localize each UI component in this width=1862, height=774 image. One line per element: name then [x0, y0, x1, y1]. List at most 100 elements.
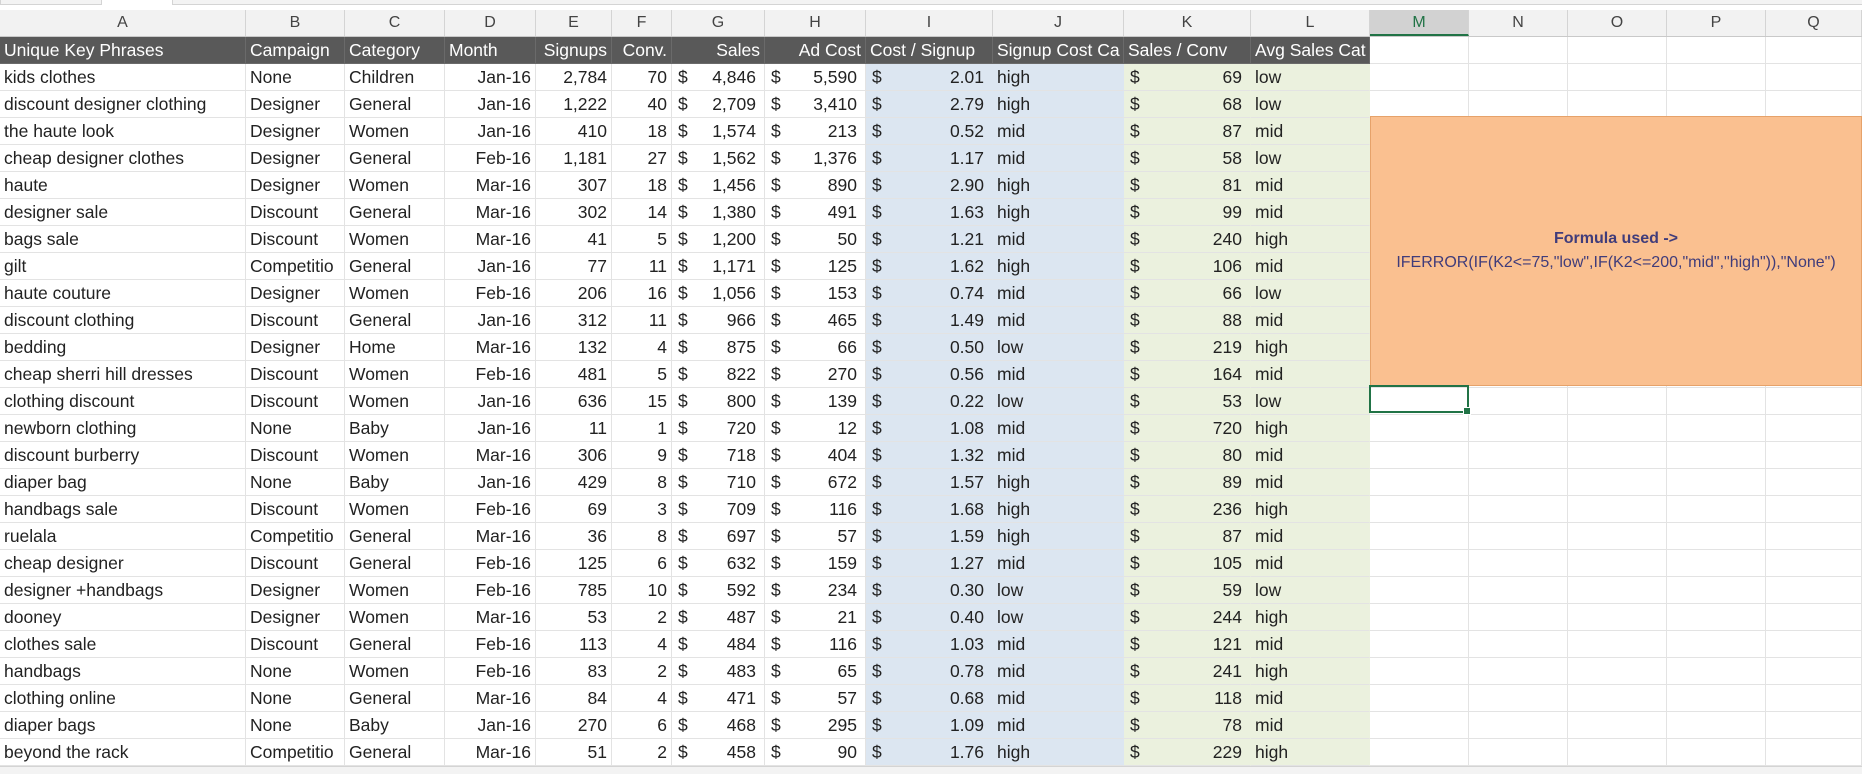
currency-cell[interactable]: $0.78: [866, 658, 993, 685]
empty-cell[interactable]: [1766, 631, 1862, 658]
currency-cell[interactable]: $404: [765, 442, 866, 469]
data-cell[interactable]: 132: [536, 334, 612, 361]
currency-cell[interactable]: $1.68: [866, 496, 993, 523]
data-cell[interactable]: 636: [536, 388, 612, 415]
empty-cell[interactable]: [1370, 37, 1469, 64]
data-cell[interactable]: 2,784: [536, 64, 612, 91]
data-cell[interactable]: General: [345, 145, 445, 172]
data-cell[interactable]: Baby: [345, 712, 445, 739]
data-cell[interactable]: discount burberry: [0, 442, 246, 469]
currency-cell[interactable]: $0.40: [866, 604, 993, 631]
currency-cell[interactable]: $21: [765, 604, 866, 631]
data-cell[interactable]: Mar-16: [445, 604, 536, 631]
empty-cell[interactable]: [1469, 550, 1568, 577]
data-cell[interactable]: Mar-16: [445, 523, 536, 550]
empty-cell[interactable]: [1568, 577, 1667, 604]
data-cell[interactable]: low: [1251, 388, 1370, 415]
data-cell[interactable]: Discount: [246, 442, 345, 469]
currency-cell[interactable]: $458: [672, 739, 765, 766]
currency-cell[interactable]: $1.27: [866, 550, 993, 577]
data-cell[interactable]: Jan-16: [445, 64, 536, 91]
empty-cell[interactable]: [1568, 496, 1667, 523]
empty-cell[interactable]: [1568, 550, 1667, 577]
data-cell[interactable]: Discount: [246, 631, 345, 658]
empty-cell[interactable]: [1568, 604, 1667, 631]
data-cell[interactable]: high: [1251, 334, 1370, 361]
column-header-n[interactable]: N: [1469, 10, 1568, 36]
column-header-k[interactable]: K: [1124, 10, 1251, 36]
currency-cell[interactable]: $710: [672, 469, 765, 496]
data-cell[interactable]: 51: [536, 739, 612, 766]
empty-cell[interactable]: [1667, 37, 1766, 64]
data-cell[interactable]: 312: [536, 307, 612, 334]
data-cell[interactable]: haute couture: [0, 280, 246, 307]
empty-cell[interactable]: [1766, 523, 1862, 550]
column-header-j[interactable]: J: [993, 10, 1124, 36]
empty-cell[interactable]: [1568, 469, 1667, 496]
currency-cell[interactable]: $0.50: [866, 334, 993, 361]
data-cell[interactable]: Jan-16: [445, 91, 536, 118]
column-header-p[interactable]: P: [1667, 10, 1766, 36]
header-cell[interactable]: Signups: [536, 37, 612, 64]
data-cell[interactable]: ruelala: [0, 523, 246, 550]
empty-cell[interactable]: [1469, 496, 1568, 523]
currency-cell[interactable]: $105: [1124, 550, 1251, 577]
empty-cell[interactable]: [1766, 604, 1862, 631]
data-cell[interactable]: 15: [612, 388, 672, 415]
data-cell[interactable]: Feb-16: [445, 145, 536, 172]
data-cell[interactable]: 11: [612, 253, 672, 280]
column-header-e[interactable]: E: [536, 10, 612, 36]
empty-cell[interactable]: [1568, 388, 1667, 415]
currency-cell[interactable]: $65: [765, 658, 866, 685]
column-header-c[interactable]: C: [345, 10, 445, 36]
currency-cell[interactable]: $720: [1124, 415, 1251, 442]
data-cell[interactable]: 2: [612, 604, 672, 631]
empty-cell[interactable]: [1766, 37, 1862, 64]
data-cell[interactable]: cheap sherri hill dresses: [0, 361, 246, 388]
data-cell[interactable]: low: [1251, 64, 1370, 91]
empty-cell[interactable]: [1370, 712, 1469, 739]
selected-cell-cursor[interactable]: [1369, 385, 1471, 415]
empty-cell[interactable]: [1469, 91, 1568, 118]
currency-cell[interactable]: $234: [765, 577, 866, 604]
data-cell[interactable]: Designer: [246, 334, 345, 361]
empty-cell[interactable]: [1469, 388, 1568, 415]
header-cell[interactable]: Signup Cost Ca: [993, 37, 1124, 64]
data-cell[interactable]: high: [993, 91, 1124, 118]
data-cell[interactable]: Women: [345, 658, 445, 685]
data-cell[interactable]: General: [345, 523, 445, 550]
data-cell[interactable]: Women: [345, 388, 445, 415]
data-cell[interactable]: mid: [1251, 307, 1370, 334]
data-cell[interactable]: General: [345, 550, 445, 577]
data-cell[interactable]: Discount: [246, 199, 345, 226]
currency-cell[interactable]: $66: [765, 334, 866, 361]
currency-cell[interactable]: $57: [765, 685, 866, 712]
currency-cell[interactable]: $484: [672, 631, 765, 658]
data-cell[interactable]: General: [345, 631, 445, 658]
data-cell[interactable]: mid: [993, 145, 1124, 172]
currency-cell[interactable]: $241: [1124, 658, 1251, 685]
currency-cell[interactable]: $487: [672, 604, 765, 631]
column-header-m[interactable]: M: [1370, 10, 1469, 36]
empty-cell[interactable]: [1568, 685, 1667, 712]
data-cell[interactable]: diaper bags: [0, 712, 246, 739]
empty-cell[interactable]: [1469, 523, 1568, 550]
data-cell[interactable]: 27: [612, 145, 672, 172]
currency-cell[interactable]: $159: [765, 550, 866, 577]
data-cell[interactable]: Mar-16: [445, 334, 536, 361]
currency-cell[interactable]: $672: [765, 469, 866, 496]
currency-cell[interactable]: $1.03: [866, 631, 993, 658]
currency-cell[interactable]: $89: [1124, 469, 1251, 496]
currency-cell[interactable]: $270: [765, 361, 866, 388]
data-cell[interactable]: 18: [612, 118, 672, 145]
data-cell[interactable]: low: [1251, 91, 1370, 118]
formula-note-box[interactable]: Formula used -> IFERROR(IF(K2<=75,"low",…: [1370, 116, 1862, 386]
empty-cell[interactable]: [1568, 631, 1667, 658]
currency-cell[interactable]: $81: [1124, 172, 1251, 199]
data-cell[interactable]: None: [246, 712, 345, 739]
currency-cell[interactable]: $50: [765, 226, 866, 253]
currency-cell[interactable]: $491: [765, 199, 866, 226]
empty-cell[interactable]: [1469, 577, 1568, 604]
data-cell[interactable]: mid: [1251, 550, 1370, 577]
data-cell[interactable]: 2: [612, 658, 672, 685]
